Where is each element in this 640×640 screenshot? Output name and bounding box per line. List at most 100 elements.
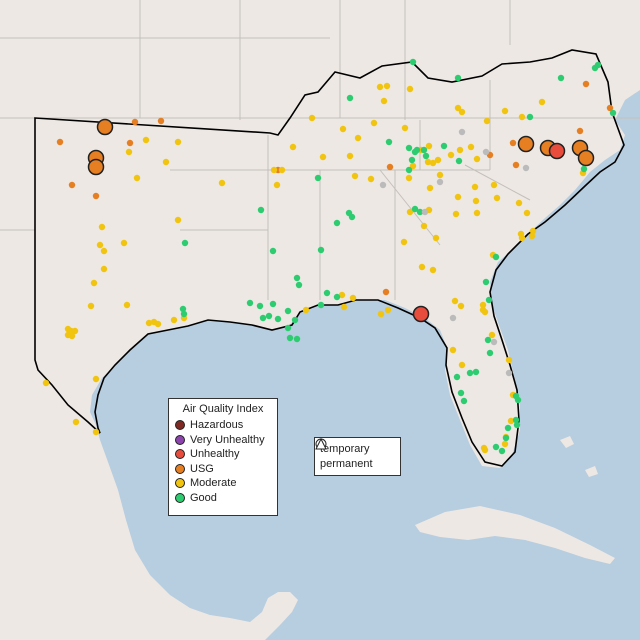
monitor-marker-moderate[interactable] (518, 113, 526, 121)
monitor-marker-moderate[interactable] (92, 375, 100, 383)
monitor-marker-moderate[interactable] (515, 199, 523, 207)
monitor-marker-good[interactable] (295, 281, 303, 289)
monitor-marker-good[interactable] (594, 61, 602, 69)
monitor-marker-moderate[interactable] (339, 125, 347, 133)
monitor-marker-good[interactable] (484, 336, 492, 344)
monitor-marker-moderate[interactable] (501, 440, 509, 448)
monitor-marker-usg[interactable] (96, 118, 114, 136)
monitor-marker-good[interactable] (513, 421, 521, 429)
monitor-marker-usg[interactable] (386, 163, 394, 171)
monitor-marker-moderate[interactable] (376, 83, 384, 91)
monitor-marker-moderate[interactable] (483, 117, 491, 125)
monitor-marker-good[interactable] (502, 434, 510, 442)
monitor-marker-good[interactable] (265, 312, 273, 320)
monitor-marker-good[interactable] (259, 314, 267, 322)
monitor-marker-good[interactable] (269, 300, 277, 308)
monitor-marker-good[interactable] (405, 166, 413, 174)
monitor-marker-good[interactable] (526, 113, 534, 121)
monitor-marker-moderate[interactable] (479, 301, 487, 309)
monitor-marker-good[interactable] (286, 334, 294, 342)
monitor-marker-moderate[interactable] (142, 136, 150, 144)
monitor-marker-moderate[interactable] (458, 108, 466, 116)
monitor-marker-good[interactable] (348, 213, 356, 221)
monitor-marker-usg[interactable] (606, 104, 614, 112)
monitor-marker-good[interactable] (514, 396, 522, 404)
monitor-marker-moderate[interactable] (72, 418, 80, 426)
monitor-marker-other[interactable] (421, 208, 429, 216)
monitor-marker-other[interactable] (458, 128, 466, 136)
monitor-marker-usg[interactable] (577, 149, 595, 167)
monitor-marker-moderate[interactable] (319, 153, 327, 161)
monitor-marker-moderate[interactable] (377, 310, 385, 318)
monitor-marker-good[interactable] (482, 278, 490, 286)
monitor-marker-moderate[interactable] (436, 171, 444, 179)
monitor-marker-good[interactable] (257, 206, 265, 214)
monitor-marker-good[interactable] (181, 239, 189, 247)
monitor-marker-good[interactable] (411, 148, 419, 156)
monitor-marker-moderate[interactable] (458, 361, 466, 369)
monitor-marker-moderate[interactable] (454, 104, 462, 112)
monitor-marker-moderate[interactable] (278, 166, 286, 174)
monitor-marker-moderate[interactable] (418, 263, 426, 271)
monitor-marker-usg[interactable] (576, 127, 584, 135)
monitor-marker-good[interactable] (317, 246, 325, 254)
monitor-marker-moderate[interactable] (273, 181, 281, 189)
monitor-marker-moderate[interactable] (479, 306, 487, 314)
monitor-marker-good[interactable] (512, 416, 520, 424)
monitor-marker-good[interactable] (346, 94, 354, 102)
monitor-marker-moderate[interactable] (92, 428, 100, 436)
monitor-marker-moderate[interactable] (351, 172, 359, 180)
monitor-marker-usg[interactable] (126, 139, 134, 147)
monitor-marker-usg[interactable] (582, 80, 590, 88)
monitor-marker-moderate[interactable] (449, 346, 457, 354)
monitor-marker-good[interactable] (256, 302, 264, 310)
monitor-marker-moderate[interactable] (100, 265, 108, 273)
monitor-marker-good[interactable] (557, 74, 565, 82)
monitor-marker-moderate[interactable] (383, 82, 391, 90)
monitor-marker-moderate[interactable] (289, 143, 297, 151)
monitor-marker-moderate[interactable] (349, 294, 357, 302)
monitor-marker-moderate[interactable] (420, 222, 428, 230)
monitor-marker-moderate[interactable] (481, 446, 489, 454)
monitor-marker-good[interactable] (385, 138, 393, 146)
monitor-marker-moderate[interactable] (100, 247, 108, 255)
monitor-marker-moderate[interactable] (346, 152, 354, 160)
monitor-marker-good[interactable] (269, 247, 277, 255)
monitor-marker-moderate[interactable] (467, 143, 475, 151)
monitor-marker-other[interactable] (482, 148, 490, 156)
monitor-marker-moderate[interactable] (367, 175, 375, 183)
monitor-marker-good[interactable] (455, 157, 463, 165)
monitor-marker-moderate[interactable] (505, 356, 513, 364)
monitor-marker-moderate[interactable] (405, 174, 413, 182)
monitor-marker-moderate[interactable] (90, 279, 98, 287)
monitor-marker-moderate[interactable] (170, 316, 178, 324)
monitor-marker-good[interactable] (466, 369, 474, 377)
monitor-marker-moderate[interactable] (490, 181, 498, 189)
monitor-marker-moderate[interactable] (302, 306, 310, 314)
monitor-marker-moderate[interactable] (529, 227, 537, 235)
monitor-marker-usg[interactable] (157, 117, 165, 125)
monitor-marker-good[interactable] (416, 208, 424, 216)
monitor-marker-good[interactable] (609, 109, 617, 117)
monitor-marker-moderate[interactable] (538, 98, 546, 106)
monitor-marker-other[interactable] (436, 178, 444, 186)
monitor-marker-other[interactable] (379, 181, 387, 189)
monitor-marker-moderate[interactable] (354, 134, 362, 142)
monitor-marker-good[interactable] (293, 335, 301, 343)
monitor-marker-good[interactable] (420, 146, 428, 154)
monitor-marker-good[interactable] (440, 142, 448, 150)
monitor-marker-moderate[interactable] (424, 158, 432, 166)
monitor-marker-moderate[interactable] (523, 209, 531, 217)
monitor-marker-moderate[interactable] (457, 302, 465, 310)
monitor-marker-good[interactable] (284, 307, 292, 315)
monitor-marker-moderate[interactable] (400, 238, 408, 246)
monitor-marker-moderate[interactable] (384, 306, 392, 314)
monitor-marker-moderate[interactable] (429, 266, 437, 274)
monitor-marker-moderate[interactable] (429, 159, 437, 167)
monitor-marker-moderate[interactable] (409, 162, 417, 170)
monitor-marker-usg[interactable] (517, 135, 535, 153)
monitor-marker-moderate[interactable] (125, 148, 133, 156)
monitor-marker-moderate[interactable] (338, 291, 346, 299)
monitor-marker-good[interactable] (492, 443, 500, 451)
